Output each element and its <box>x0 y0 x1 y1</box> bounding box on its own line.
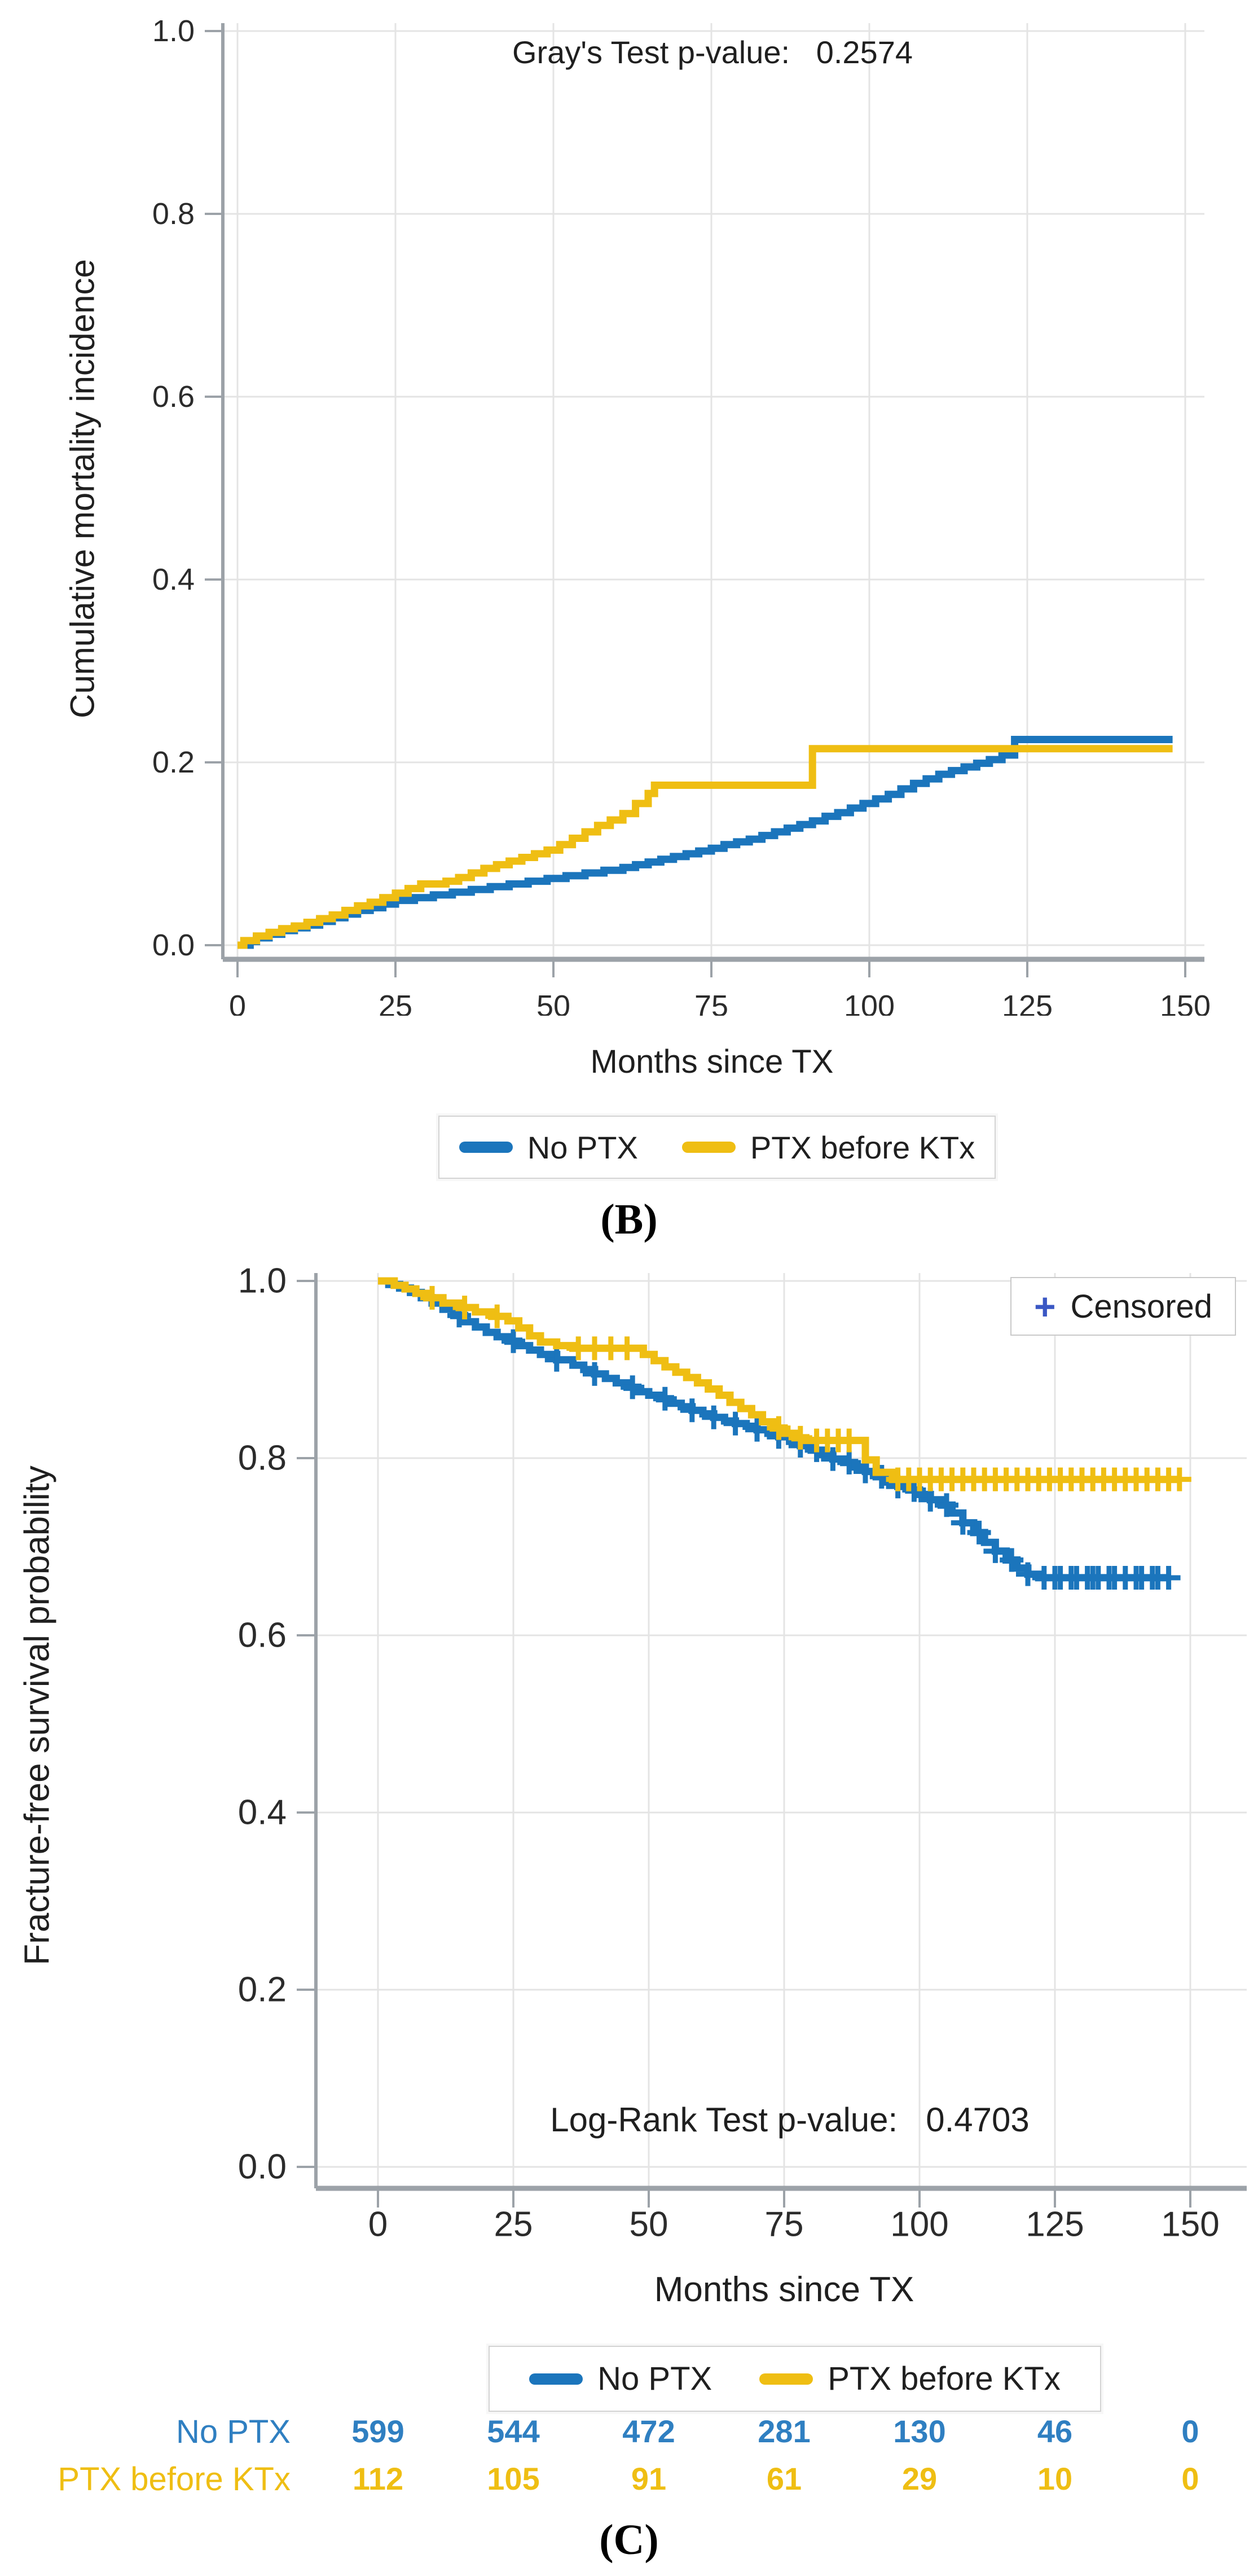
x-tick-label: 100 <box>844 989 895 1016</box>
panel-c-pvalue: Log-Rank Test p-value: 0.4703 <box>550 2101 1030 2139</box>
at-risk-count: 0 <box>1181 2413 1199 2449</box>
censored-legend: + Censored <box>1010 1277 1236 1336</box>
at-risk-count: 112 <box>352 2461 404 2496</box>
ptx-before-ktx-line-swatch <box>759 2373 813 2385</box>
y-tick-label: 0.6 <box>238 1616 287 1655</box>
panel-b-x-axis-title: Months since TX <box>590 1043 834 1080</box>
at-risk-row-label: No PTX <box>175 2413 291 2450</box>
at-risk-count: 10 <box>1037 2461 1073 2496</box>
no-ptx-line-swatch <box>459 1142 513 1153</box>
at-risk-count: 29 <box>901 2461 938 2496</box>
legend-label-no-ptx: No PTX <box>527 1129 638 1165</box>
no-ptx-line-swatch <box>529 2373 583 2385</box>
y-tick-label: 0.0 <box>152 928 195 962</box>
at-risk-count: 599 <box>351 2413 404 2449</box>
x-tick-label: 50 <box>536 989 570 1016</box>
y-tick-label: 0.2 <box>238 1971 287 2009</box>
y-tick-label: 0.0 <box>238 2148 287 2187</box>
at-risk-count: 0 <box>1181 2461 1199 2496</box>
at-risk-count: 130 <box>893 2413 946 2449</box>
x-tick-label: 25 <box>379 989 412 1016</box>
panel-b-chart: 0.0 0.2 0.4 0.6 0.8 1.0 0 25 50 75 100 125 150 <box>152 14 1211 1016</box>
y-tick-label: 0.8 <box>152 197 195 231</box>
legend-label-no-ptx: No PTX <box>597 2360 712 2397</box>
at-risk-count: 472 <box>622 2413 675 2449</box>
y-tick-label: 0.8 <box>238 1439 287 1478</box>
panel-b-pvalue: Gray's Test p-value: 0.2574 <box>512 34 913 70</box>
x-tick-label: 100 <box>890 2205 948 2244</box>
at-risk-count: 105 <box>487 2461 540 2496</box>
ptx-before-ktx-line-swatch <box>681 1142 736 1153</box>
at-risk-row-label: PTX before KTx <box>58 2461 291 2498</box>
x-tick-label: 0 <box>229 989 246 1016</box>
at-risk-count: 544 <box>487 2413 540 2449</box>
at-risk-count: 281 <box>758 2413 811 2449</box>
legend-item-ptx-before-ktx: PTX before KTx <box>681 1129 975 1166</box>
legend-item-no-ptx: No PTX <box>529 2360 712 2398</box>
x-tick-label: 75 <box>694 989 728 1016</box>
x-tick-label: 125 <box>1026 2205 1084 2244</box>
legend-item-ptx-before-ktx: PTX before KTx <box>759 2360 1061 2398</box>
panel-b-legend: No PTX PTX before KTx <box>438 1116 996 1179</box>
legend-label-ptx-before-ktx: PTX before KTx <box>828 2360 1061 2397</box>
x-tick-label: 150 <box>1161 2205 1219 2244</box>
legend-label-ptx-before-ktx: PTX before KTx <box>750 1129 975 1165</box>
panel-c-x-axis-title: Months since TX <box>654 2270 914 2309</box>
panel-c-legend: No PTX PTX before KTx <box>489 2346 1101 2412</box>
at-risk-count: 61 <box>766 2461 802 2496</box>
panel-b-caption: (B) <box>600 1196 658 1243</box>
y-tick-label: 0.4 <box>238 1793 287 1832</box>
at-risk-count: 46 <box>1037 2413 1073 2449</box>
x-tick-label: 75 <box>765 2205 804 2244</box>
at-risk-count: 91 <box>631 2461 667 2496</box>
y-tick-label: 1.0 <box>152 14 195 48</box>
censored-label: Censored <box>1070 1288 1213 1325</box>
x-tick-label: 150 <box>1160 989 1211 1016</box>
legend-item-no-ptx: No PTX <box>459 1129 638 1166</box>
y-tick-label: 1.0 <box>238 1262 287 1301</box>
x-tick-label: 125 <box>1002 989 1053 1016</box>
y-tick-label: 0.4 <box>152 563 195 596</box>
series-curve-ptx-before-ktx <box>237 745 1173 949</box>
x-tick-label: 25 <box>494 2205 533 2244</box>
panel-c-caption: (C) <box>599 2516 659 2564</box>
panel-c-chart: 0.0 0.2 0.4 0.6 0.8 1.0 0 25 50 75 100 125 150 <box>238 1262 1247 2244</box>
x-tick-label: 50 <box>630 2205 668 2244</box>
y-tick-label: 0.2 <box>152 745 195 779</box>
y-tick-label: 0.6 <box>152 380 195 414</box>
x-tick-label: 0 <box>368 2205 388 2244</box>
